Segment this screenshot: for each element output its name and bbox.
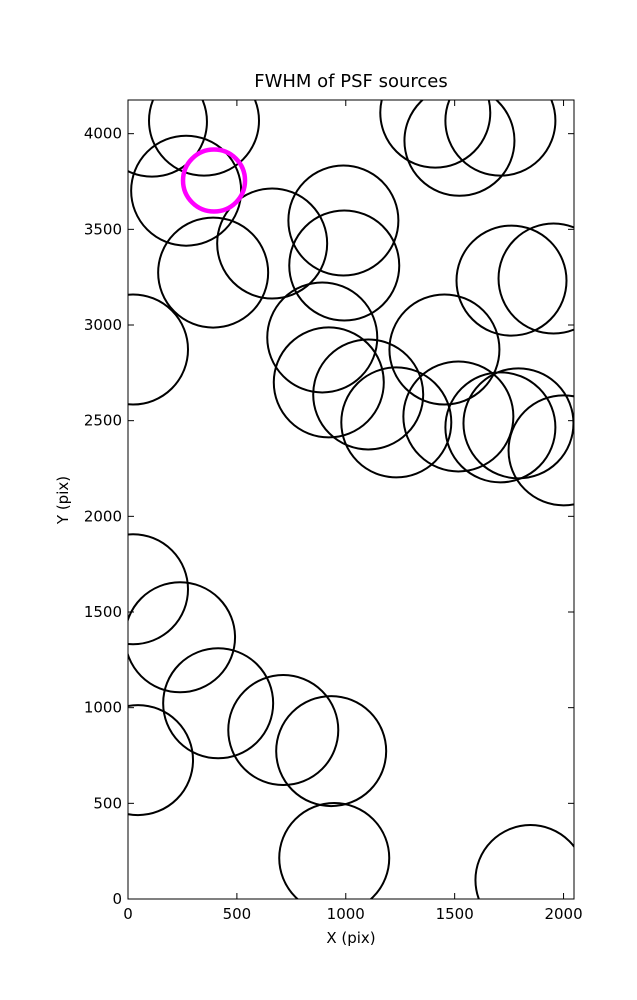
marker <box>444 100 557 177</box>
marker <box>128 293 189 406</box>
marker <box>275 695 388 808</box>
marker <box>474 824 574 899</box>
marker <box>379 100 492 169</box>
marker <box>128 581 237 694</box>
marker <box>462 367 574 480</box>
marker <box>388 293 501 406</box>
marks <box>128 100 574 899</box>
marker <box>340 366 453 479</box>
highlight-marker <box>180 147 248 214</box>
marker <box>128 533 189 646</box>
marker <box>157 216 270 329</box>
marker <box>312 338 425 451</box>
marker <box>288 209 401 322</box>
marker <box>227 674 340 787</box>
marker <box>444 371 557 484</box>
y-tick-label: 3500 <box>84 220 122 238</box>
plot-area <box>128 100 574 899</box>
x-tick-label: 0 <box>123 905 133 923</box>
y-tick-label: 0 <box>112 890 122 908</box>
marker <box>278 802 391 899</box>
marker <box>216 187 329 300</box>
marker <box>497 222 574 335</box>
y-tick-label: 2000 <box>84 507 122 525</box>
y-tick-label: 4000 <box>84 125 122 143</box>
y-axis-label: Y (pix) <box>54 476 72 525</box>
marker <box>162 647 275 760</box>
x-tick-label: 1000 <box>327 905 365 923</box>
y-tick-label: 500 <box>93 794 122 812</box>
marker <box>455 224 568 337</box>
marker <box>402 360 515 473</box>
plot-frame <box>127 99 575 900</box>
marker <box>287 164 400 277</box>
y-tick-label: 1000 <box>84 699 122 717</box>
marker <box>128 704 195 817</box>
x-tick-label: 2000 <box>544 905 582 923</box>
x-axis-label: X (pix) <box>326 929 375 947</box>
y-tick-label: 3000 <box>84 316 122 334</box>
marker <box>507 394 574 507</box>
y-tick-label: 2500 <box>84 412 122 430</box>
marker <box>403 100 516 197</box>
marker <box>266 281 379 394</box>
y-tick-label: 1500 <box>84 603 122 621</box>
marker <box>272 326 385 439</box>
marker <box>128 100 208 178</box>
marker <box>148 100 260 177</box>
x-tick-label: 500 <box>223 905 252 923</box>
chart-title: FWHM of PSF sources <box>254 71 448 92</box>
x-tick-label: 1500 <box>436 905 474 923</box>
